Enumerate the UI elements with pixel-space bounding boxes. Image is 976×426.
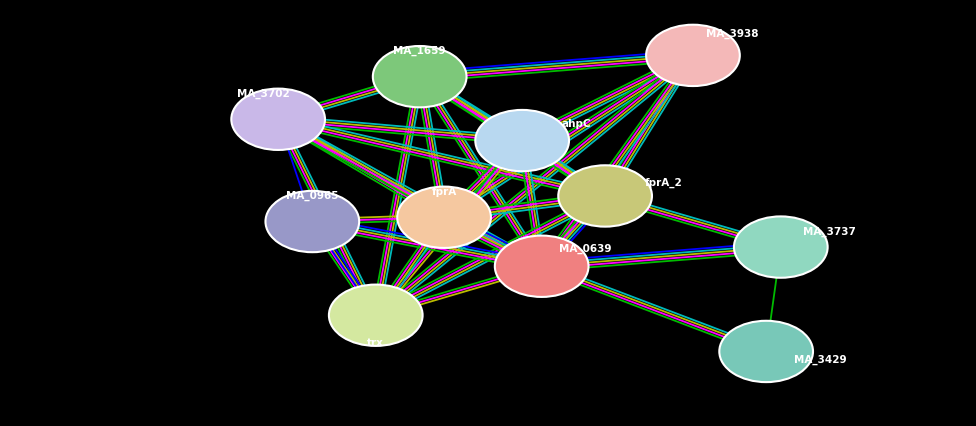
Ellipse shape bbox=[475, 110, 569, 171]
Text: MA_3938: MA_3938 bbox=[706, 29, 758, 39]
Ellipse shape bbox=[558, 165, 652, 227]
Text: ahpC: ahpC bbox=[561, 118, 590, 129]
Ellipse shape bbox=[719, 321, 813, 382]
Text: MA_1659: MA_1659 bbox=[393, 46, 446, 56]
Ellipse shape bbox=[646, 25, 740, 86]
Ellipse shape bbox=[265, 191, 359, 252]
Text: fprA_2: fprA_2 bbox=[645, 178, 682, 188]
Text: trx: trx bbox=[367, 338, 385, 348]
Ellipse shape bbox=[495, 236, 589, 297]
Text: MA_3702: MA_3702 bbox=[237, 89, 290, 99]
Ellipse shape bbox=[373, 46, 467, 107]
Text: MA_0639: MA_0639 bbox=[559, 244, 612, 254]
Ellipse shape bbox=[231, 89, 325, 150]
Text: MA_3429: MA_3429 bbox=[793, 355, 846, 365]
Text: MA_0965: MA_0965 bbox=[286, 191, 339, 201]
Ellipse shape bbox=[329, 285, 423, 346]
Ellipse shape bbox=[734, 216, 828, 278]
Text: fprA: fprA bbox=[431, 187, 457, 197]
Text: MA_3737: MA_3737 bbox=[803, 227, 856, 237]
Ellipse shape bbox=[397, 187, 491, 248]
